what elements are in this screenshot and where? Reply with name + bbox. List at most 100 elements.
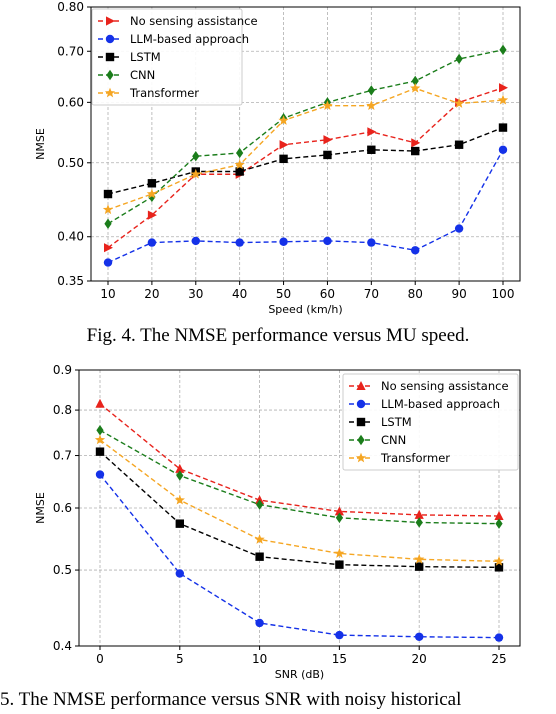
legend-marker xyxy=(355,452,367,463)
legend-marker xyxy=(357,434,365,446)
series-line xyxy=(99,439,500,563)
legend-marker xyxy=(356,399,366,409)
x-tick-label: 80 xyxy=(408,287,423,301)
data-point xyxy=(323,150,332,160)
data-point xyxy=(335,560,344,569)
figure-1-caption: Fig. 4. The NMSE performance versus MU s… xyxy=(87,325,470,346)
data-point xyxy=(174,494,185,505)
data-point xyxy=(494,563,504,572)
data-point xyxy=(411,138,421,148)
series-line xyxy=(107,49,504,225)
data-point xyxy=(498,123,508,132)
legend-entry: No sensing assistance xyxy=(381,379,509,393)
legend-marker xyxy=(356,381,366,390)
data-point xyxy=(94,434,106,445)
legend-entry: LSTM xyxy=(130,50,161,64)
legend-box xyxy=(91,8,243,106)
series-line xyxy=(107,87,504,249)
data-point xyxy=(367,238,376,247)
data-point xyxy=(279,140,289,150)
legend-entry: LLM-based approach xyxy=(381,397,500,411)
data-point xyxy=(192,151,200,162)
data-point xyxy=(367,85,375,96)
series-line xyxy=(99,451,500,569)
data-point xyxy=(414,553,425,564)
figure-1-speed-chart: 10 20 30 40 50 60 70 80 90 100 0.35 0.40 0.50 0.60 0.7… xyxy=(34,0,521,316)
y-tick-label: 0.50 xyxy=(57,156,84,170)
series-line xyxy=(107,126,504,195)
data-point xyxy=(256,499,264,510)
data-point xyxy=(335,630,344,640)
legend-marker xyxy=(106,16,115,26)
data-point xyxy=(493,555,505,566)
figure-2-caption: 5. The NMSE performance versus SNR with … xyxy=(0,689,461,710)
data-point xyxy=(411,75,419,87)
x-tick-label: 70 xyxy=(364,287,379,301)
data-point xyxy=(334,506,344,516)
data-point xyxy=(494,633,504,642)
data-point xyxy=(254,534,265,544)
data-point xyxy=(335,512,343,523)
legend-box xyxy=(342,373,519,471)
legend-entry: CNN xyxy=(381,433,406,447)
y-tick-label: 0.9 xyxy=(53,363,72,377)
data-point xyxy=(411,146,420,156)
data-point xyxy=(147,179,157,188)
legend-marker xyxy=(356,417,366,427)
data-point xyxy=(103,189,113,199)
x-tick-label: 90 xyxy=(451,287,466,301)
data-point xyxy=(95,398,105,408)
y-tick-label: 0.8 xyxy=(53,403,72,417)
data-point xyxy=(498,145,508,154)
data-point xyxy=(147,210,157,220)
y-tick-label: 0.40 xyxy=(57,230,84,244)
y-tick-label: 0.4 xyxy=(53,639,72,653)
data-point xyxy=(454,224,464,233)
series-line xyxy=(99,403,500,517)
data-point xyxy=(236,147,244,159)
data-point xyxy=(410,82,421,93)
x-tick-label: 30 xyxy=(188,287,203,301)
data-point xyxy=(147,238,157,247)
data-point xyxy=(411,246,420,255)
data-point xyxy=(367,145,376,154)
y-tick-label: 0.70 xyxy=(57,44,84,58)
data-point xyxy=(495,518,503,529)
data-point xyxy=(175,569,184,578)
data-point xyxy=(453,98,465,108)
y-tick-label: 0.6 xyxy=(53,501,72,515)
legend-entry: Transformer xyxy=(129,86,199,100)
data-point xyxy=(415,562,424,571)
data-point xyxy=(95,470,105,479)
x-tick-label: 50 xyxy=(276,287,291,301)
data-point xyxy=(415,517,423,528)
data-point xyxy=(455,53,463,65)
x-tick-label: 10 xyxy=(100,287,115,301)
legend-marker xyxy=(104,87,116,98)
legend-marker xyxy=(105,52,115,62)
data-point xyxy=(104,243,113,253)
x-tick-label: 5 xyxy=(176,652,184,666)
data-point xyxy=(499,83,508,93)
data-point xyxy=(234,159,245,170)
figure-2-snr-chart: 0 5 10 15 20 25 0.4 0.5 0.6 0.7 0.8 0.9 SNR (dB) NMSE… xyxy=(34,363,521,681)
data-point xyxy=(191,236,200,246)
x-tick-label: 10 xyxy=(252,652,267,666)
data-point xyxy=(414,509,424,519)
data-point xyxy=(279,154,288,164)
data-point xyxy=(322,100,333,111)
x-tick-label: 60 xyxy=(320,287,335,301)
data-point xyxy=(323,135,333,145)
legend-entry: LLM-based approach xyxy=(130,32,249,46)
legend-marker xyxy=(106,69,114,81)
series-line xyxy=(107,149,504,264)
x-tick-label: 15 xyxy=(332,652,347,666)
plot-frame xyxy=(90,6,521,282)
x-tick-label: 20 xyxy=(144,287,159,301)
data-point xyxy=(278,115,289,125)
legend-entry: LSTM xyxy=(381,415,412,429)
x-tick-label: 25 xyxy=(491,652,506,666)
series-line xyxy=(99,474,500,639)
y-tick-label: 0.7 xyxy=(53,449,72,463)
